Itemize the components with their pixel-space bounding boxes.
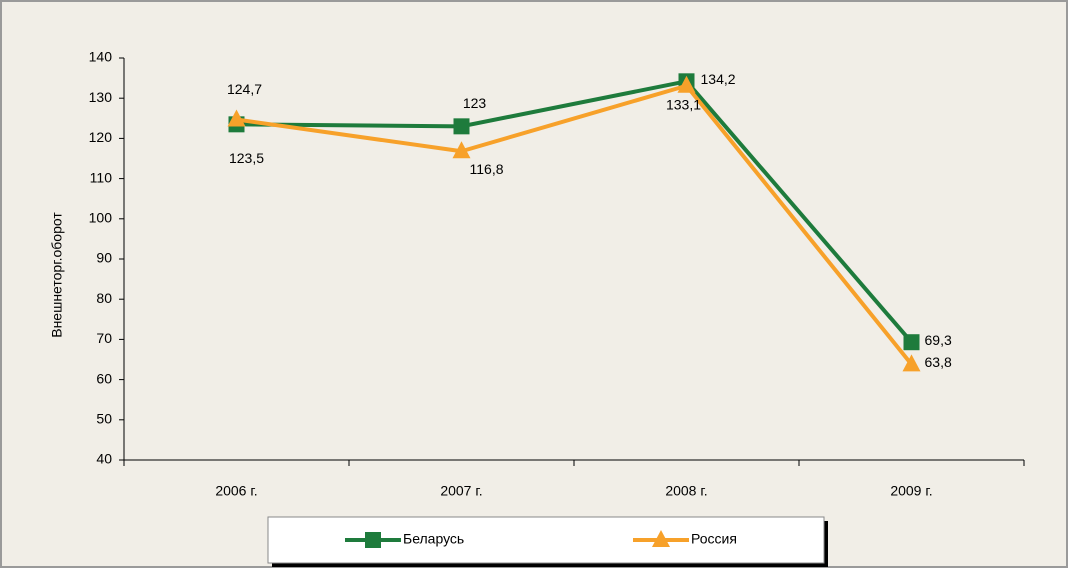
x-tick-label: 2009 г. (890, 483, 932, 499)
x-tick-label: 2006 г. (215, 483, 257, 499)
y-tick-label: 40 (96, 451, 112, 467)
series-line (236, 83, 914, 366)
x-tick-label: 2007 г. (440, 483, 482, 499)
data-label: 123,5 (229, 150, 264, 166)
data-label: 134,2 (701, 71, 736, 87)
y-tick-label: 140 (89, 49, 113, 65)
data-label: 133,1 (666, 96, 701, 112)
marker (365, 532, 381, 548)
legend-label: Беларусь (403, 531, 464, 547)
y-tick-label: 60 (96, 370, 112, 386)
marker (677, 75, 696, 93)
y-tick-label: 130 (89, 89, 113, 105)
y-axis-label: Внешнеторг.оборот (49, 212, 65, 338)
data-label: 123 (463, 95, 487, 111)
series-line (236, 79, 914, 344)
marker (452, 141, 471, 159)
marker (902, 354, 921, 372)
y-tick-label: 70 (96, 330, 112, 346)
y-tick-label: 80 (96, 290, 112, 306)
legend-label: Россия (691, 531, 737, 547)
y-tick-label: 110 (90, 169, 113, 185)
data-label: 124,7 (227, 81, 262, 97)
x-tick-label: 2008 г. (665, 483, 707, 499)
marker (227, 109, 246, 127)
y-tick-label: 50 (96, 411, 112, 427)
data-label: 69,3 (925, 332, 952, 348)
data-label: 63,8 (925, 354, 952, 370)
marker (652, 530, 670, 547)
y-tick-label: 100 (89, 210, 113, 226)
marker (453, 118, 470, 135)
data-label: 116,8 (470, 161, 504, 177)
marker (903, 334, 920, 351)
y-tick-label: 90 (96, 250, 112, 266)
y-tick-label: 120 (89, 129, 113, 145)
